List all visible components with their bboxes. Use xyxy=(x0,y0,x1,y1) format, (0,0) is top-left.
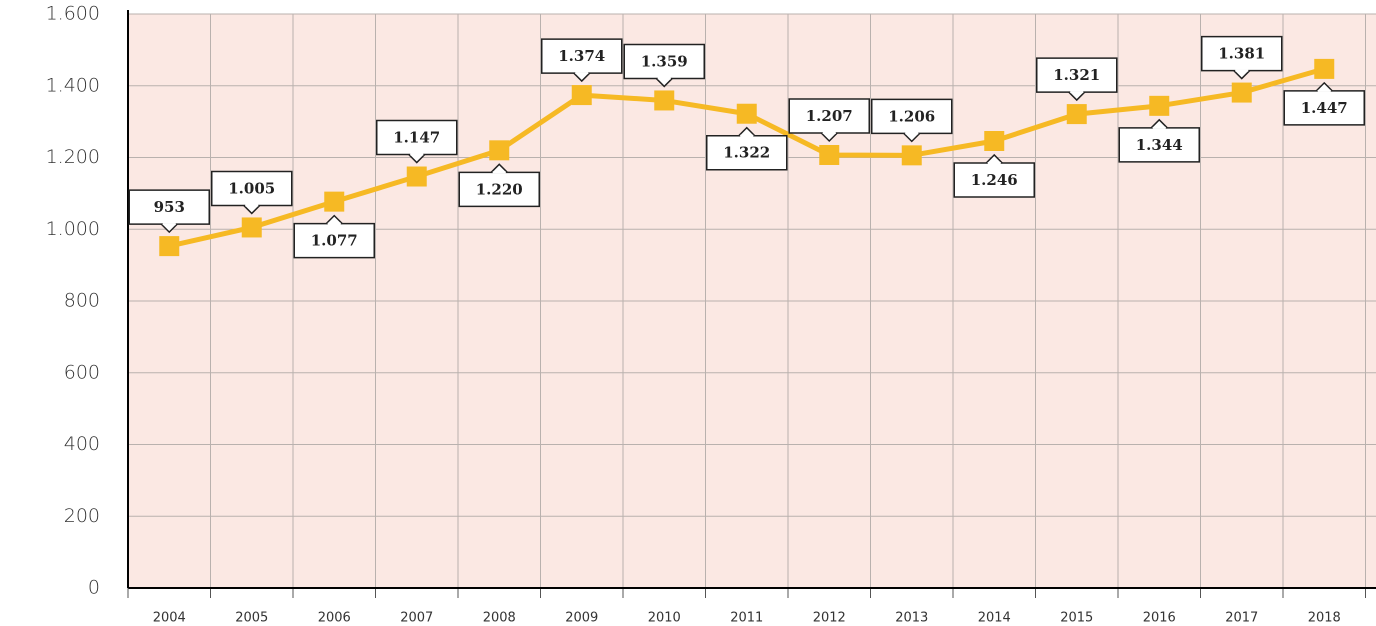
x-tick-label: 2007 xyxy=(400,611,433,626)
y-tick-label: 1.200 xyxy=(46,146,100,168)
data-label-box xyxy=(211,170,293,207)
data-label-pointer xyxy=(738,126,756,137)
data-label-pointer xyxy=(325,214,343,225)
marker xyxy=(489,140,510,161)
x-tick-label: 2008 xyxy=(483,611,516,626)
y-tick-label: 1.000 xyxy=(46,218,100,240)
data-label: 1.344 xyxy=(1136,136,1183,154)
data-label-box xyxy=(1118,127,1200,163)
y-tick-label: 200 xyxy=(64,505,100,527)
y-tick-label: 800 xyxy=(64,290,100,312)
data-label: 953 xyxy=(154,198,185,216)
data-label-pointer xyxy=(985,153,1003,164)
marker xyxy=(1149,95,1170,116)
data-label: 1.077 xyxy=(311,232,358,250)
data-label-box xyxy=(1283,90,1365,126)
marker xyxy=(159,236,180,257)
data-label: 1.207 xyxy=(806,107,853,125)
x-tick-label: 2010 xyxy=(648,611,681,626)
x-tick-label: 2005 xyxy=(235,611,268,626)
marker xyxy=(1231,82,1252,103)
data-label-pointer xyxy=(1150,118,1168,129)
data-label-pointer xyxy=(1233,70,1251,80)
x-tick-label: 2018 xyxy=(1308,611,1341,626)
data-label-pointer xyxy=(160,223,178,234)
data-label: 1.220 xyxy=(476,180,523,198)
marker xyxy=(654,90,675,111)
data-label: 1.381 xyxy=(1218,45,1265,63)
data-label-box xyxy=(458,171,540,208)
data-label: 1.206 xyxy=(888,107,935,125)
marker xyxy=(241,217,262,238)
data-label: 1.147 xyxy=(393,129,440,147)
data-label: 1.359 xyxy=(641,52,688,70)
data-label: 1.374 xyxy=(558,47,605,65)
x-tick-label: 2016 xyxy=(1143,611,1176,626)
data-label-pointer xyxy=(408,153,426,164)
x-tick-label: 2012 xyxy=(813,611,846,626)
data-label-box xyxy=(376,119,458,156)
marker xyxy=(1314,58,1335,79)
marker xyxy=(819,144,840,165)
data-label-box xyxy=(293,222,375,259)
data-label-box xyxy=(871,98,953,135)
data-label-pointer xyxy=(1315,81,1333,92)
data-label-box xyxy=(1201,35,1283,72)
data-label: 1.322 xyxy=(723,144,770,162)
data-label-pointer xyxy=(820,132,838,143)
marker xyxy=(1066,104,1087,125)
data-label: 1.321 xyxy=(1053,66,1100,84)
x-tick-label: 2014 xyxy=(978,611,1011,626)
data-label-box xyxy=(953,162,1035,198)
marker xyxy=(901,145,922,166)
marker xyxy=(984,130,1005,151)
x-tick-label: 2004 xyxy=(153,611,186,626)
data-label: 1.246 xyxy=(971,171,1018,189)
x-tick-label: 2015 xyxy=(1060,611,1093,626)
marker xyxy=(571,85,592,106)
data-label-pointer xyxy=(655,77,673,88)
data-label: 1.447 xyxy=(1301,99,1348,117)
data-label-box xyxy=(1036,57,1118,93)
data-label-box xyxy=(788,98,870,134)
data-label-box xyxy=(128,189,210,225)
marker xyxy=(324,191,345,212)
marker xyxy=(406,166,427,187)
data-label-pointer xyxy=(573,72,591,83)
data-label-pointer xyxy=(243,204,261,215)
data-label: 1.005 xyxy=(228,179,275,197)
data-label-box xyxy=(623,43,705,80)
x-tick-label: 2013 xyxy=(895,611,928,626)
data-label-box xyxy=(706,134,788,171)
data-label-pointer xyxy=(1068,91,1086,102)
y-tick-label: 0 xyxy=(88,577,100,599)
x-tick-label: 2009 xyxy=(565,611,598,626)
data-label-box xyxy=(541,38,623,74)
y-tick-label: 600 xyxy=(64,361,100,383)
y-tick-label: 400 xyxy=(64,433,100,455)
x-tick-label: 2017 xyxy=(1225,611,1258,626)
data-label-pointer xyxy=(903,132,921,143)
y-tick-label: 1.400 xyxy=(46,74,100,96)
x-tick-label: 2006 xyxy=(318,611,351,626)
data-label-pointer xyxy=(490,163,508,173)
marker xyxy=(736,103,757,124)
x-tick-label: 2011 xyxy=(730,611,763,626)
y-tick-label: 1.600 xyxy=(46,3,100,25)
